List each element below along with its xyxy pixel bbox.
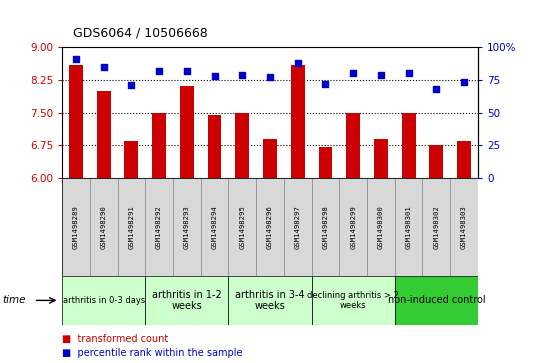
Text: GSM1498302: GSM1498302 — [433, 205, 440, 249]
Bar — [312, 276, 395, 325]
Text: declining arthritis > 2
weeks: declining arthritis > 2 weeks — [307, 291, 399, 310]
Bar — [145, 178, 173, 276]
Point — [183, 68, 191, 74]
Point — [266, 74, 274, 80]
Text: GDS6064 / 10506668: GDS6064 / 10506668 — [73, 27, 208, 40]
Bar — [402, 113, 415, 178]
Text: GSM1498289: GSM1498289 — [73, 205, 79, 249]
Text: time: time — [3, 295, 26, 305]
Point — [238, 72, 247, 78]
Text: arthritis in 0-3 days: arthritis in 0-3 days — [63, 296, 145, 305]
Point — [349, 70, 357, 76]
Text: GSM1498298: GSM1498298 — [322, 205, 328, 249]
Bar — [312, 178, 339, 276]
Bar — [395, 276, 478, 325]
Point — [293, 60, 302, 66]
Bar — [62, 178, 90, 276]
Point — [404, 70, 413, 76]
Text: GSM1498291: GSM1498291 — [129, 205, 134, 249]
Text: GSM1498301: GSM1498301 — [406, 205, 411, 249]
Text: GSM1498296: GSM1498296 — [267, 205, 273, 249]
Bar — [201, 178, 228, 276]
Text: GSM1498290: GSM1498290 — [100, 205, 107, 249]
Bar — [346, 113, 360, 178]
Bar — [173, 178, 201, 276]
Bar — [228, 276, 312, 325]
Bar — [263, 139, 277, 178]
Bar — [284, 178, 312, 276]
Point — [432, 86, 441, 92]
Bar — [291, 65, 305, 178]
Bar — [256, 178, 284, 276]
Bar — [207, 115, 221, 178]
Point — [321, 81, 330, 87]
Bar — [180, 86, 194, 178]
Text: GSM1498292: GSM1498292 — [156, 205, 162, 249]
Text: arthritis in 3-4
weeks: arthritis in 3-4 weeks — [235, 290, 305, 311]
Bar — [152, 113, 166, 178]
Point — [460, 79, 468, 85]
Bar — [422, 178, 450, 276]
Bar — [367, 178, 395, 276]
Bar — [97, 91, 111, 178]
Point — [376, 72, 385, 78]
Bar — [450, 178, 478, 276]
Bar — [145, 276, 228, 325]
Text: GSM1498295: GSM1498295 — [239, 205, 245, 249]
Text: GSM1498300: GSM1498300 — [378, 205, 384, 249]
Bar — [457, 141, 471, 178]
Point — [72, 56, 80, 62]
Bar — [90, 178, 118, 276]
Bar — [319, 147, 332, 178]
Point — [210, 73, 219, 79]
Bar — [235, 113, 249, 178]
Bar — [228, 178, 256, 276]
Bar — [69, 65, 83, 178]
Text: GSM1498293: GSM1498293 — [184, 205, 190, 249]
Bar — [374, 139, 388, 178]
Bar — [395, 178, 422, 276]
Text: GSM1498297: GSM1498297 — [295, 205, 301, 249]
Text: ■  transformed count: ■ transformed count — [62, 334, 168, 344]
Point — [127, 82, 136, 88]
Bar — [339, 178, 367, 276]
Text: arthritis in 1-2
weeks: arthritis in 1-2 weeks — [152, 290, 222, 311]
Text: GSM1498303: GSM1498303 — [461, 205, 467, 249]
Point — [155, 68, 164, 74]
Bar — [118, 178, 145, 276]
Point — [99, 64, 108, 70]
Text: non-induced control: non-induced control — [388, 295, 485, 305]
Bar — [124, 141, 138, 178]
Bar — [429, 145, 443, 178]
Text: GSM1498294: GSM1498294 — [212, 205, 218, 249]
Text: GSM1498299: GSM1498299 — [350, 205, 356, 249]
Text: ■  percentile rank within the sample: ■ percentile rank within the sample — [62, 347, 242, 358]
Bar — [62, 276, 145, 325]
